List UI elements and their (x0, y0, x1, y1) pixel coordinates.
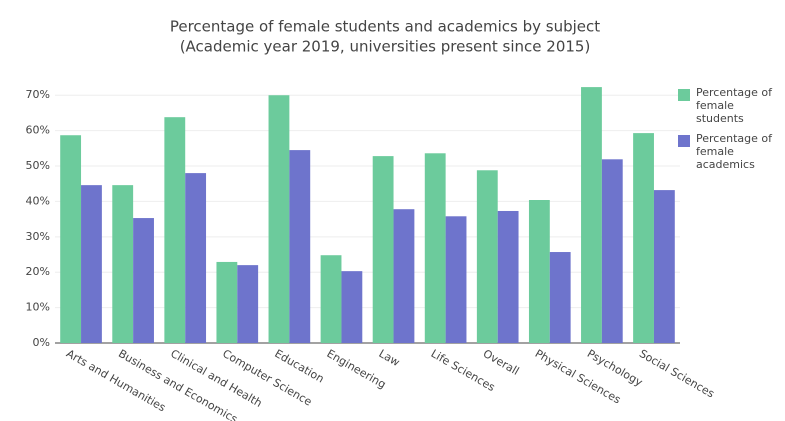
y-tick-label: 50% (26, 159, 50, 172)
y-tick-label: 0% (33, 336, 50, 349)
bar (320, 255, 342, 343)
legend-item[interactable]: Percentage of female academics (678, 132, 776, 171)
bar (445, 216, 467, 343)
legend-label: Percentage of female academics (696, 132, 772, 171)
bar (268, 95, 290, 343)
legend-item[interactable]: Percentage of female students (678, 86, 776, 125)
bar (528, 200, 550, 343)
legend-label: Percentage of female students (696, 86, 772, 125)
bar (633, 133, 654, 343)
bar (216, 261, 238, 343)
legend-swatch (678, 89, 690, 101)
bar (372, 156, 394, 343)
x-tick-label: Physical Sciences (533, 347, 623, 407)
x-tick-label: Law (377, 347, 402, 369)
bar (133, 218, 154, 343)
bar (289, 150, 311, 343)
bar (601, 159, 623, 343)
y-tick-label: 10% (26, 301, 50, 314)
chart-title: Percentage of female students and academ… (170, 18, 600, 36)
bar (476, 170, 498, 343)
bar (112, 185, 134, 343)
y-tick-label: 60% (26, 124, 50, 137)
bar (164, 117, 186, 343)
bar (81, 185, 102, 343)
y-tick-label: 20% (26, 265, 50, 278)
y-tick-label: 30% (26, 230, 50, 243)
bar (497, 210, 519, 343)
chart-subtitle: (Academic year 2019, universities presen… (180, 38, 591, 56)
bar (424, 153, 446, 343)
y-tick-label: 70% (26, 88, 50, 101)
bar (237, 265, 259, 343)
bar (581, 87, 602, 343)
y-tick-label: 40% (26, 194, 50, 207)
bar (549, 252, 571, 343)
bar (185, 173, 207, 343)
x-tick-label: Social Sciences (637, 347, 717, 401)
bar (393, 209, 415, 343)
x-tick-label: Overall (481, 347, 522, 378)
bar (341, 271, 363, 343)
legend-swatch (678, 135, 690, 147)
bar (653, 190, 675, 343)
bar (60, 135, 82, 343)
x-tick-label: Computer Science (220, 347, 314, 409)
